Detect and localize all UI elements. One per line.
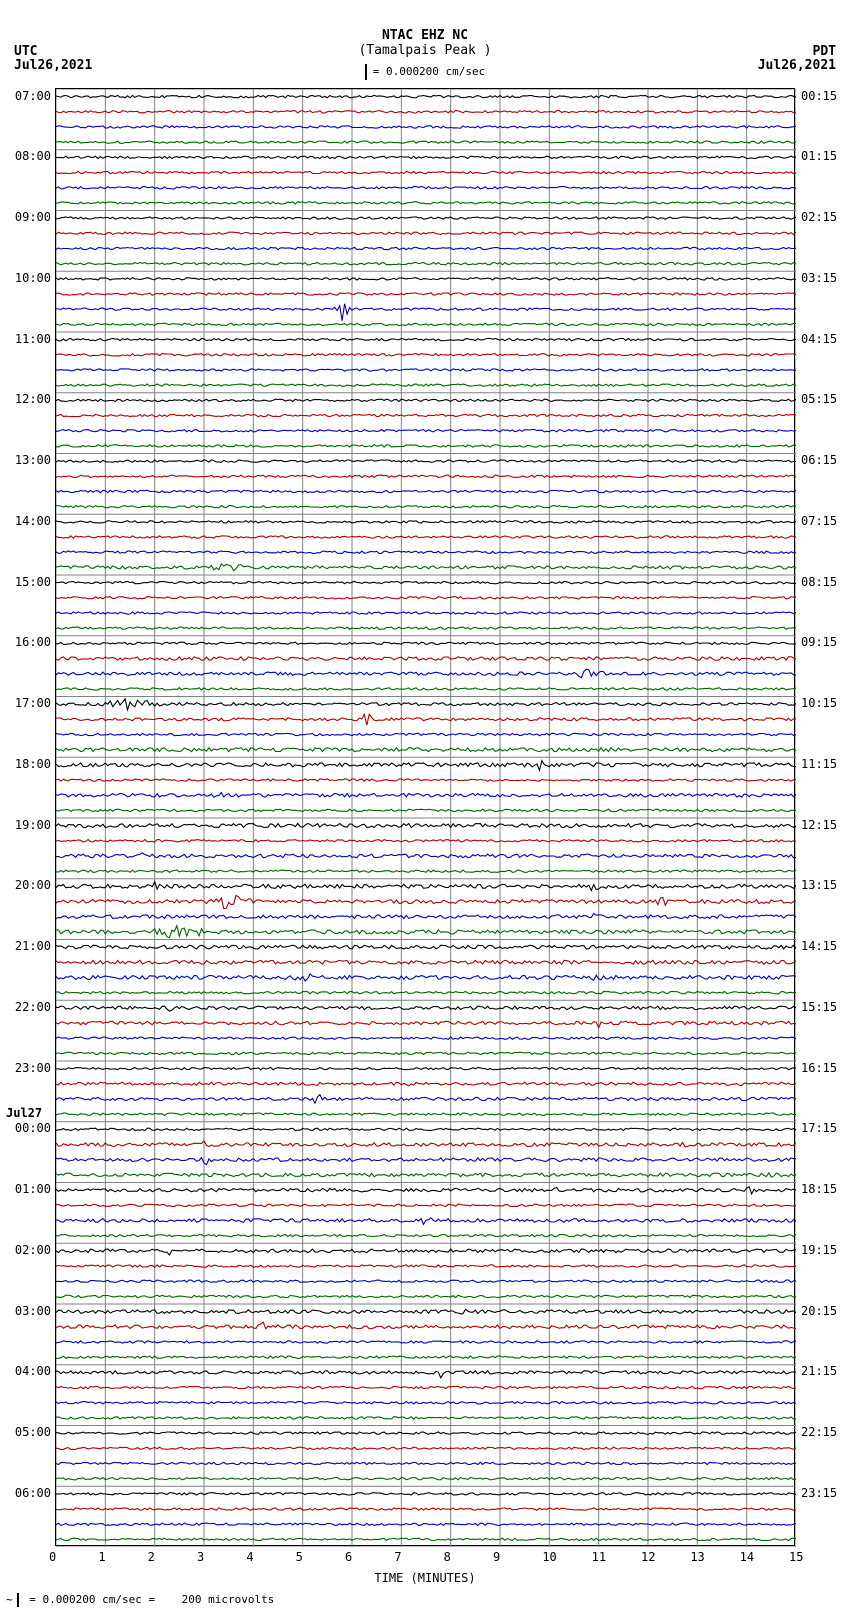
- right-hour-label: 14:15: [801, 939, 849, 953]
- right-hour-label: 18:15: [801, 1182, 849, 1196]
- xaxis-tick: 1: [98, 1550, 105, 1564]
- helicorder-plot: [55, 88, 795, 1546]
- footer-note: ~ = 0.000200 cm/sec = 200 microvolts: [6, 1593, 274, 1607]
- xaxis-tick: 10: [542, 1550, 556, 1564]
- xaxis-tick: 12: [641, 1550, 655, 1564]
- right-hour-label: 07:15: [801, 514, 849, 528]
- right-hour-label: 17:15: [801, 1121, 849, 1135]
- right-hour-label: 12:15: [801, 818, 849, 832]
- left-hour-label: 01:00: [6, 1182, 51, 1196]
- left-hour-label: 06:00: [6, 1486, 51, 1500]
- left-hour-label: 02:00: [6, 1243, 51, 1257]
- xaxis-tick: 0: [49, 1550, 56, 1564]
- tz-left: UTC: [14, 44, 37, 59]
- right-hour-label: 00:15: [801, 89, 849, 103]
- left-hour-label: 10:00: [6, 271, 51, 285]
- left-hour-label: 00:00: [6, 1121, 51, 1135]
- station-code: NTAC EHZ NC: [0, 28, 850, 43]
- left-hour-label: 05:00: [6, 1425, 51, 1439]
- right-hour-label: 19:15: [801, 1243, 849, 1257]
- right-hour-label: 03:15: [801, 271, 849, 285]
- xaxis-label: TIME (MINUTES): [0, 1571, 850, 1585]
- right-hour-label: 06:15: [801, 453, 849, 467]
- left-hour-label: 13:00: [6, 453, 51, 467]
- xaxis-tick: 4: [246, 1550, 253, 1564]
- right-hour-label: 08:15: [801, 575, 849, 589]
- right-hour-label: 20:15: [801, 1304, 849, 1318]
- right-hour-label: 21:15: [801, 1364, 849, 1378]
- left-hour-label: 04:00: [6, 1364, 51, 1378]
- left-hour-label: 18:00: [6, 757, 51, 771]
- xaxis-tick: 13: [690, 1550, 704, 1564]
- helicorder-svg: [56, 89, 796, 1547]
- left-hour-label: 16:00: [6, 635, 51, 649]
- right-hour-label: 16:15: [801, 1061, 849, 1075]
- xaxis-tick: 8: [444, 1550, 451, 1564]
- right-hour-label: 10:15: [801, 696, 849, 710]
- day-break-label: Jul27: [6, 1106, 56, 1120]
- xaxis-tick: 7: [394, 1550, 401, 1564]
- xaxis-tick: 6: [345, 1550, 352, 1564]
- left-hour-label: 21:00: [6, 939, 51, 953]
- right-hour-label: 23:15: [801, 1486, 849, 1500]
- left-hour-label: 19:00: [6, 818, 51, 832]
- station-name: (Tamalpais Peak ): [0, 43, 850, 58]
- date-left: Jul26,2021: [14, 58, 92, 73]
- right-hour-label: 09:15: [801, 635, 849, 649]
- right-hour-label: 13:15: [801, 878, 849, 892]
- right-hour-label: 04:15: [801, 332, 849, 346]
- xaxis-tick: 3: [197, 1550, 204, 1564]
- left-hour-label: 11:00: [6, 332, 51, 346]
- right-hour-label: 11:15: [801, 757, 849, 771]
- left-hour-label: 12:00: [6, 392, 51, 406]
- left-hour-label: 17:00: [6, 696, 51, 710]
- right-hour-label: 02:15: [801, 210, 849, 224]
- date-right: Jul26,2021: [758, 58, 836, 73]
- right-hour-label: 05:15: [801, 392, 849, 406]
- right-hour-label: 15:15: [801, 1000, 849, 1014]
- left-hour-label: 14:00: [6, 514, 51, 528]
- xaxis-tick: 11: [592, 1550, 606, 1564]
- right-hour-label: 22:15: [801, 1425, 849, 1439]
- left-hour-label: 08:00: [6, 149, 51, 163]
- left-hour-label: 03:00: [6, 1304, 51, 1318]
- xaxis-tick: 5: [296, 1550, 303, 1564]
- xaxis-tick: 14: [740, 1550, 754, 1564]
- scale-legend: = 0.000200 cm/sec: [0, 64, 850, 80]
- right-hour-label: 01:15: [801, 149, 849, 163]
- left-hour-label: 09:00: [6, 210, 51, 224]
- left-hour-label: 23:00: [6, 1061, 51, 1075]
- xaxis-tick: 9: [493, 1550, 500, 1564]
- left-hour-label: 22:00: [6, 1000, 51, 1014]
- left-hour-label: 20:00: [6, 878, 51, 892]
- left-hour-label: 15:00: [6, 575, 51, 589]
- tz-right: PDT: [813, 44, 836, 59]
- xaxis-tick: 2: [148, 1550, 155, 1564]
- xaxis-tick: 15: [789, 1550, 803, 1564]
- left-hour-label: 07:00: [6, 89, 51, 103]
